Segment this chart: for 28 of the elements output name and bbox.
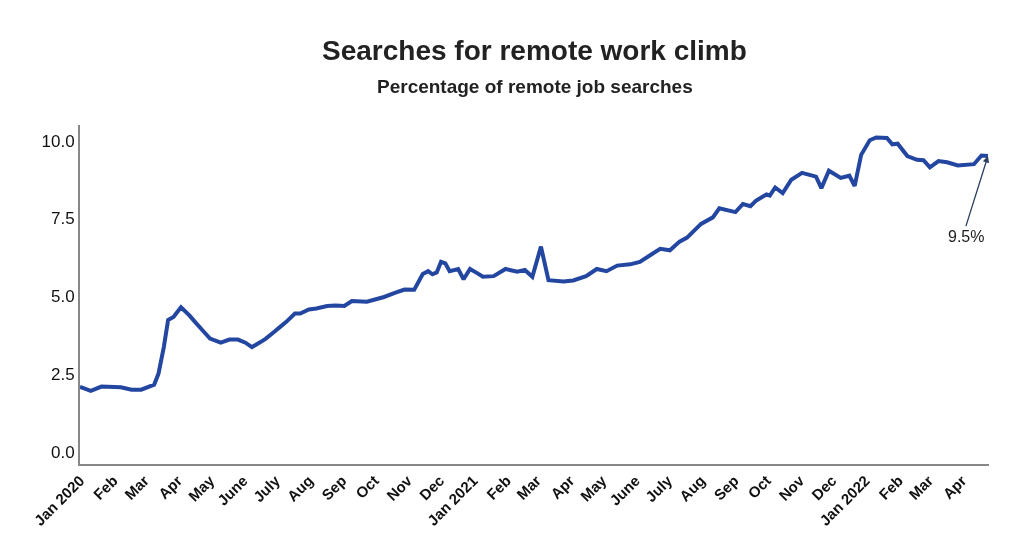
x-tick-label: Apr xyxy=(154,471,186,503)
annotation: 9.5% xyxy=(948,228,985,245)
x-tick-label: Sep xyxy=(318,471,350,504)
y-tick-label: 7.5 xyxy=(50,209,75,229)
chart-subtitle: Percentage of remote job searches xyxy=(377,76,693,97)
x-tick-label: Feb xyxy=(875,471,907,503)
x-tick-label: Feb xyxy=(89,471,121,503)
x-tick-label: Oct xyxy=(744,471,775,502)
x-tick-label: Apr xyxy=(547,471,578,503)
x-tick-label: Apr xyxy=(939,471,970,503)
y-tick-label: 0.0 xyxy=(50,442,75,462)
x-tick-label: Dec xyxy=(808,471,840,504)
x-tick-label: Mar xyxy=(905,471,937,503)
y-tick-label: 5.0 xyxy=(50,287,75,307)
y-tick-label: 2.5 xyxy=(50,364,75,384)
line-series xyxy=(80,135,989,393)
x-tick-label: Nov xyxy=(775,471,808,504)
y-tick-label: 10.0 xyxy=(41,131,75,151)
x-tick-label: Feb xyxy=(483,471,514,503)
x-tick-label: Nov xyxy=(383,471,416,504)
x-tick-label: Sep xyxy=(710,471,742,504)
x-tick-label: Mar xyxy=(513,471,545,503)
x-tick-label: Dec xyxy=(415,471,448,504)
chart-title: Searches for remote work climb xyxy=(322,35,747,66)
x-tick-label: Mar xyxy=(121,471,152,503)
x-tick-label: Aug xyxy=(283,471,317,505)
x-tick-label: Oct xyxy=(352,471,382,502)
x-tick-label: Aug xyxy=(675,471,709,505)
